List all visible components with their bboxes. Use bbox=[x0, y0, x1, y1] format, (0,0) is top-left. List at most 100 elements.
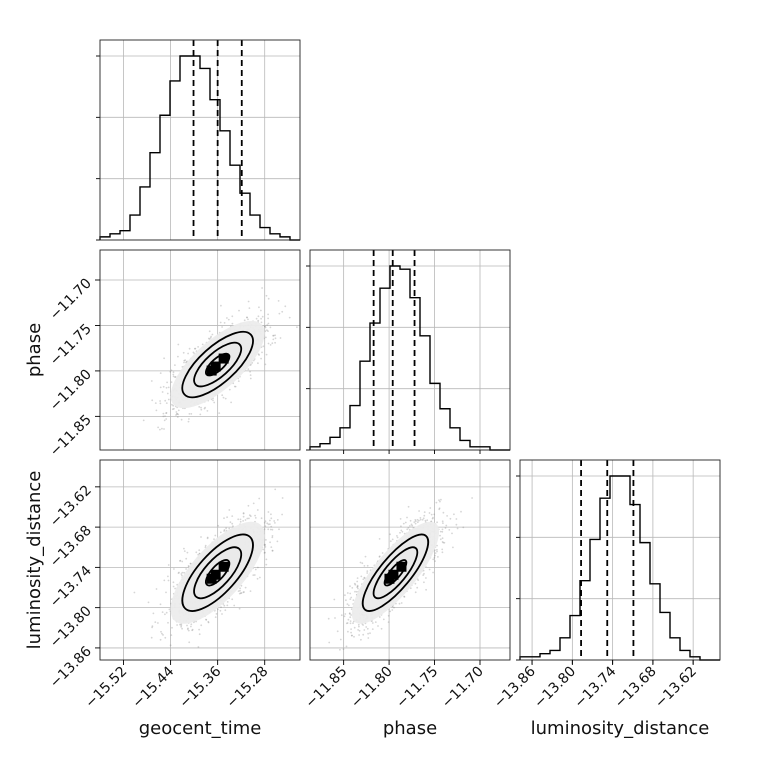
scatter-point bbox=[176, 624, 179, 626]
scatter-point bbox=[441, 551, 444, 554]
scatter-point bbox=[163, 428, 165, 430]
scatter-point bbox=[263, 521, 266, 524]
scatter-point bbox=[228, 388, 231, 391]
scatter-point bbox=[217, 608, 219, 611]
scatter-point bbox=[350, 628, 352, 630]
scatter-point bbox=[249, 377, 252, 380]
scatter-point bbox=[349, 620, 352, 622]
scatter-point bbox=[264, 544, 266, 546]
scatter-point bbox=[201, 343, 204, 346]
scatter-point bbox=[223, 604, 226, 607]
scatter-point bbox=[267, 297, 270, 300]
scatter-point bbox=[414, 582, 417, 585]
scatter-point bbox=[261, 287, 263, 289]
scatter-point bbox=[257, 362, 259, 365]
scatter-point bbox=[367, 632, 369, 635]
scatter-point bbox=[248, 517, 250, 520]
scatter-point bbox=[393, 606, 395, 609]
scatter-point bbox=[436, 544, 438, 547]
scatter-point bbox=[281, 310, 284, 313]
scatter-point bbox=[272, 338, 275, 341]
scatter-point bbox=[162, 385, 165, 388]
scatter-point bbox=[242, 512, 245, 514]
scatter-point bbox=[162, 415, 165, 418]
scatter-point bbox=[232, 525, 234, 528]
scatter-point bbox=[187, 565, 190, 567]
scatter-point bbox=[441, 537, 444, 540]
scatter-point bbox=[274, 341, 276, 344]
scatter-point bbox=[281, 513, 283, 516]
scatter-point bbox=[439, 534, 441, 537]
scatter-point bbox=[160, 630, 162, 633]
scatter-point bbox=[399, 531, 401, 534]
scatter-point bbox=[362, 624, 364, 626]
ylabel-luminosity-distance: luminosity_distance bbox=[24, 471, 45, 650]
scatter-point bbox=[217, 524, 220, 527]
scatter-point bbox=[414, 519, 417, 521]
scatter-point bbox=[165, 386, 168, 389]
scatter-point bbox=[391, 609, 394, 611]
scatter-point bbox=[423, 514, 426, 517]
scatter-point bbox=[151, 399, 154, 402]
scatter-point bbox=[222, 396, 225, 399]
scatter-point bbox=[269, 344, 272, 346]
scatter-point bbox=[446, 515, 448, 517]
scatter-point bbox=[389, 533, 391, 536]
scatter-point bbox=[407, 526, 410, 529]
scatter-point bbox=[267, 317, 269, 320]
scatter-point bbox=[177, 572, 180, 574]
scatter-point bbox=[339, 648, 341, 651]
scatter-point bbox=[366, 572, 369, 574]
scatter-point bbox=[186, 628, 189, 631]
scatter-point bbox=[256, 509, 259, 511]
scatter-point bbox=[248, 514, 251, 517]
scatter-point bbox=[418, 510, 420, 512]
scatter-point bbox=[213, 401, 216, 404]
scatter-point bbox=[276, 540, 279, 543]
contour-line-level-1 bbox=[204, 352, 231, 377]
scatter-point bbox=[188, 418, 190, 420]
scatter-point bbox=[154, 402, 157, 404]
scatter-point bbox=[169, 644, 172, 647]
scatter-point bbox=[437, 556, 439, 558]
scatter-point bbox=[401, 530, 404, 533]
scatter-point bbox=[363, 577, 366, 580]
scatter-point bbox=[165, 591, 167, 594]
scatter-point bbox=[246, 517, 249, 520]
contour-line-level-3 bbox=[181, 330, 254, 399]
scatter-point bbox=[355, 590, 358, 593]
scatter-point bbox=[159, 400, 162, 402]
scatter-point bbox=[452, 546, 454, 549]
scatter-point bbox=[416, 521, 419, 524]
scatter-point bbox=[431, 517, 434, 520]
scatter-point bbox=[179, 559, 182, 562]
scatter-panel-luminosity_distance-vs-phase bbox=[309, 459, 511, 661]
scatter-point bbox=[164, 415, 166, 417]
scatter-point bbox=[170, 381, 173, 383]
scatter-point bbox=[274, 488, 277, 491]
scatter-point bbox=[219, 531, 222, 534]
scatter-point bbox=[433, 556, 436, 559]
scatter-point bbox=[238, 309, 240, 312]
scatter-point bbox=[269, 528, 272, 531]
scatter-point bbox=[271, 549, 274, 552]
scatter-point bbox=[184, 359, 187, 362]
scatter-point bbox=[221, 326, 224, 328]
scatter-point bbox=[174, 364, 176, 366]
scatter-point bbox=[400, 525, 402, 528]
scatter-point bbox=[230, 401, 233, 404]
scatter-point bbox=[367, 637, 370, 639]
scatter-point bbox=[247, 368, 250, 370]
scatter-point bbox=[186, 624, 188, 627]
scatter-point bbox=[165, 412, 168, 414]
scatter-point bbox=[400, 602, 403, 604]
scatter-point bbox=[399, 518, 402, 520]
scatter-point bbox=[231, 315, 234, 318]
scatter-point bbox=[436, 521, 438, 524]
scatter-point bbox=[278, 528, 280, 531]
scatter-point bbox=[441, 528, 444, 531]
scatter-point bbox=[363, 629, 366, 631]
scatter-point bbox=[174, 376, 176, 378]
scatter-point bbox=[237, 380, 240, 382]
scatter-point bbox=[194, 347, 196, 350]
